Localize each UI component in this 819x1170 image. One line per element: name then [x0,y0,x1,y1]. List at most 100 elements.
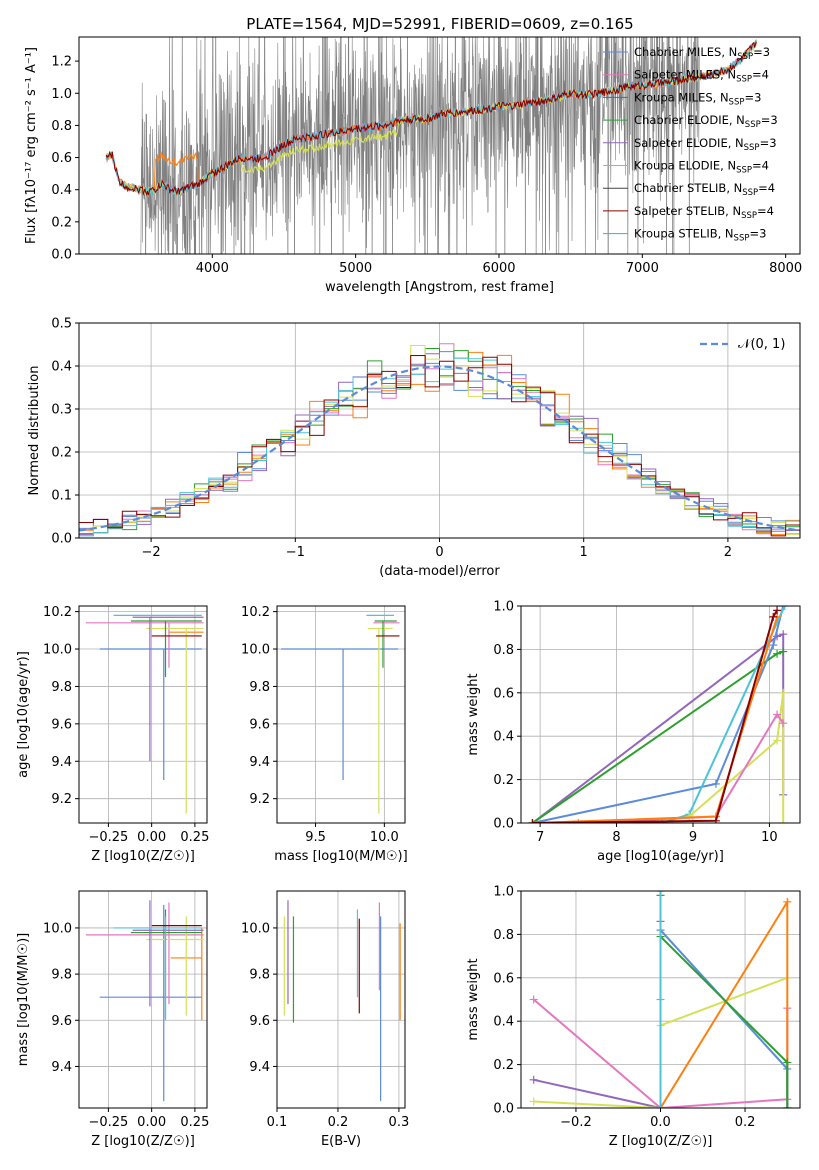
x-tick-label: 10.0 [370,830,399,845]
y-tick-label: 0.2 [493,773,514,788]
y-tick-label: 0.4 [493,730,514,745]
y-axis-label: Flux [fλ10⁻¹⁷ erg cm⁻² s⁻¹ A⁻¹] [24,47,39,244]
axes: 9.5 10.0 9.2 9.4 9.6 9.8 10.0 10.2 mass [log10(M… [241,605,408,864]
x-tick-label: 0.25 [180,830,209,845]
y-tick-label: 9.4 [249,755,270,770]
x-tick-label: 0.25 [180,1115,209,1130]
x-tick-label: 5000 [339,261,372,276]
legend-entry: Chabrier MILES, NSSP=3 [634,45,770,62]
spectrum-plot: 4000 5000 6000 7000 8000 0.0 0.2 0.4 0.6 0.8 1.0 1.… [24,36,802,295]
y-tick-label: 0.6 [493,971,514,986]
y-tick-label: 10.0 [43,921,72,936]
y-tick-label: 0.0 [493,1102,514,1117]
x-tick-label: 8 [612,830,620,845]
legend-entry: Kroupa ELODIE, NSSP=4 [634,159,769,176]
y-tick-label: 0.8 [493,643,514,658]
y-axis-label: mass weight [466,958,481,1040]
legend-entry: 𝒩(0, 1) [738,337,785,352]
plot-area [528,606,789,823]
y-tick-label: 9.8 [51,680,72,695]
legend-entry: Kroupa MILES, NSSP=3 [634,90,761,107]
y-axis-label: mass weight [466,673,481,755]
x-tick-label: −0.2 [560,1115,592,1130]
cumulative-age-plot: 7 8 9 10 0.0 0.2 0.4 0.6 0.8 1.0 age [log10(age/yr… [466,600,801,865]
x-tick-label: −1 [286,545,305,560]
normal-curve-line [79,365,800,532]
weight-series-line [532,616,779,823]
model-spectrum-line [105,41,757,197]
x-axis-label: E(B-V) [321,1134,361,1149]
y-tick-label: 10.0 [241,921,270,936]
y-tick-label: 9.8 [51,968,72,983]
x-axis-label: Z [log10(Z/Z☉)] [91,1134,195,1149]
x-tick-label: −0.25 [88,1115,128,1130]
spectrum-legend: Chabrier MILES, NSSP=3 Salpeter MILES, NS… [603,45,778,244]
x-tick-label: 9.5 [305,830,326,845]
y-tick-label: 10.0 [43,643,72,658]
x-tick-label: 0.00 [137,1115,166,1130]
legend-entry: Salpeter MILES, NSSP=4 [634,68,769,85]
age-vs-mass-plot: 9.5 10.0 9.2 9.4 9.6 9.8 10.0 10.2 mass [log10(M… [241,605,408,864]
axes-frame [78,605,208,824]
plot-area [85,900,204,1102]
observed-spectrum-line [140,37,700,254]
y-tick-label: 0.4 [51,183,72,198]
x-tick-label: 0.2 [328,1115,349,1130]
y-tick-label: 0.8 [493,928,514,943]
x-tick-label: 0.0 [650,1115,671,1130]
weight-series-line [532,609,778,823]
x-tick-label: 4000 [196,261,229,276]
y-tick-label: 1.2 [51,55,72,70]
axes-frame [276,890,406,1109]
x-axis-label: (data-model)/error [379,564,500,579]
weight-series-line [659,898,789,1108]
axes: −0.2 0.0 0.2 0.0 0.2 0.4 0.6 0.8 1.0 Z [log10(Z/Z… [466,885,755,1150]
x-tick-label: 2 [724,545,732,560]
x-axis-label: mass [log10(M/M☉)] [274,849,407,864]
legend-entry: Chabrier ELODIE, NSSP=3 [634,113,778,130]
grid-lines [276,891,405,1108]
y-tick-label: 1.0 [493,885,514,900]
plot-area [283,900,401,1102]
y-tick-label: 9.8 [249,968,270,983]
plot-area [79,343,800,537]
x-tick-label: 0.00 [137,830,166,845]
y-tick-label: 0.4 [493,1015,514,1030]
axes: 7 8 9 10 0.0 0.2 0.4 0.6 0.8 1.0 age [log10(age/yr… [466,600,778,865]
y-tick-label: 0.6 [51,151,72,166]
histogram-series [79,355,800,537]
axes-frame [78,36,801,255]
x-tick-label: 0.3 [389,1115,410,1130]
y-tick-label: 0.1 [51,489,72,504]
axes: −0.25 0.00 0.25 9.2 9.4 9.6 9.8 10.0 10.2 Z [log1… [16,605,209,864]
plot-area [105,37,757,254]
y-axis-label: mass [log10(M/M☉)] [16,933,31,1066]
y-tick-label: 9.6 [51,717,72,732]
weight-series-line [688,692,785,823]
x-axis-label: Z [log10(Z/Z☉)] [609,1134,713,1149]
grid-lines [79,606,207,823]
legend-entry: Salpeter STELIB, NSSP=4 [634,204,774,221]
mass-vs-metallicity-plot: −0.25 0.00 0.25 9.4 9.6 9.8 10.0 Z [log10(Z/Z☉)… [16,890,209,1149]
cumulative-metallicity-plot: −0.2 0.0 0.2 0.0 0.2 0.4 0.6 0.8 1.0 Z [log10(Z/Z… [466,885,801,1150]
model-spectrum-line [105,41,757,195]
y-tick-label: 0.6 [493,686,514,701]
x-tick-label: 7 [536,830,544,845]
y-tick-label: 0.2 [51,446,72,461]
y-tick-label: 0.8 [51,119,72,134]
y-tick-label: 9.8 [249,680,270,695]
y-tick-label: 9.4 [51,755,72,770]
grid-lines [277,606,405,823]
y-tick-label: 10.2 [241,605,270,620]
weight-series-line [532,606,785,823]
axes: 4000 5000 6000 7000 8000 0.0 0.2 0.4 0.6 0.8 1.0 1.… [24,47,802,295]
y-tick-label: 10.0 [241,643,270,658]
y-tick-label: 9.2 [249,792,270,807]
axes-frame [78,322,801,539]
x-tick-label: 7000 [626,261,659,276]
y-tick-label: 9.2 [51,792,72,807]
x-tick-label: 0 [435,545,443,560]
grid-lines [79,891,207,1108]
x-tick-label: 10 [761,830,778,845]
